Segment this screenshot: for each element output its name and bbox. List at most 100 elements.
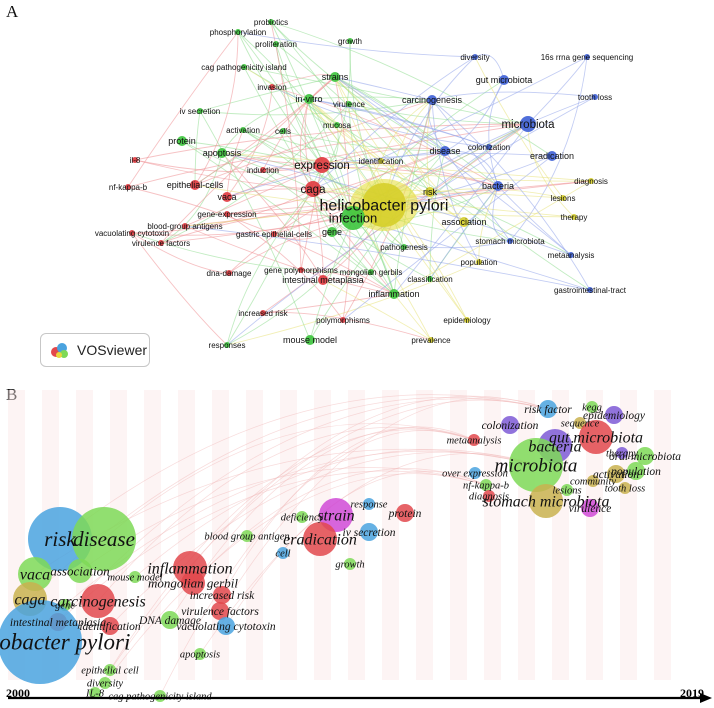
label-vacuolating-cytotoxin: vacuolating cytotoxin bbox=[95, 229, 169, 238]
node-growth bbox=[347, 38, 353, 44]
label-epithelial-cell: epithelial cell bbox=[81, 665, 139, 676]
network-edge bbox=[237, 31, 323, 166]
network-edge bbox=[262, 169, 431, 280]
node-oral-microbiota bbox=[636, 447, 654, 465]
label-dna-damage: dna-damage bbox=[207, 269, 252, 278]
node-16s-rrna-gene-sequencing bbox=[584, 54, 590, 60]
label-caga: caga bbox=[14, 591, 45, 608]
timeline-link bbox=[57, 470, 487, 623]
node-stomach-microbiota bbox=[507, 238, 513, 244]
node-lesions bbox=[560, 195, 566, 201]
network-edge bbox=[270, 21, 302, 271]
node-diagnosis bbox=[588, 178, 594, 184]
label-virulence: virulence bbox=[569, 503, 612, 515]
node-sequence bbox=[574, 417, 586, 429]
panel-a-label: A bbox=[6, 2, 19, 21]
timeline-link bbox=[104, 473, 487, 684]
node-inflammation bbox=[389, 289, 399, 299]
network-edge bbox=[127, 123, 529, 188]
node-gene-polymorphisms bbox=[298, 267, 304, 273]
network-edge bbox=[226, 188, 314, 346]
node-gastric-epithelial-cells bbox=[271, 231, 277, 237]
label-sequence: sequence bbox=[561, 418, 600, 429]
node-virulence-factors bbox=[211, 602, 229, 620]
timeline-link bbox=[134, 449, 537, 578]
network-edge bbox=[429, 185, 499, 280]
label-invasion: invasion bbox=[257, 83, 286, 92]
node-mouse-model bbox=[129, 571, 141, 583]
label-association: association bbox=[50, 563, 109, 578]
network-edge bbox=[131, 232, 230, 274]
network-edge bbox=[334, 76, 446, 152]
node-virulence bbox=[346, 101, 352, 107]
timeline-link bbox=[221, 426, 475, 596]
year-band bbox=[620, 390, 637, 680]
node-carcinogenesis bbox=[81, 584, 115, 618]
node-tooth-loss bbox=[592, 94, 598, 100]
network-edge bbox=[309, 217, 354, 341]
node-eradication bbox=[303, 522, 337, 556]
network-edge bbox=[312, 56, 588, 190]
network-edge bbox=[273, 231, 333, 240]
vosviewer-badge: VOSviewer bbox=[40, 333, 150, 367]
network-edge bbox=[308, 98, 490, 148]
network-edge bbox=[262, 312, 432, 341]
network-edge bbox=[300, 164, 323, 271]
label-inflammation: inflammation bbox=[147, 560, 232, 577]
network-edge bbox=[194, 99, 433, 186]
node-carcinogenesis bbox=[427, 95, 437, 105]
label-blood-group-antigen: blood group antigen bbox=[204, 531, 289, 542]
node-stomach-microbiota bbox=[529, 484, 563, 518]
network-edge bbox=[431, 91, 596, 101]
network-edge bbox=[275, 43, 431, 193]
node-probiotics bbox=[268, 19, 274, 25]
label-mouse-model: mouse model bbox=[283, 335, 337, 345]
network-edge bbox=[370, 123, 529, 273]
label-risk: risk bbox=[44, 527, 76, 551]
label-classification: classification bbox=[407, 275, 452, 284]
timeline-link bbox=[219, 397, 549, 612]
node-over-expression bbox=[469, 467, 481, 479]
node-cell bbox=[277, 547, 289, 559]
network-edge bbox=[242, 129, 354, 219]
network-edge bbox=[331, 231, 511, 249]
node-disease bbox=[440, 146, 450, 156]
label-probiotics: probiotics bbox=[254, 18, 288, 27]
node-disease bbox=[72, 507, 136, 571]
year-band bbox=[178, 390, 195, 680]
node-iv-secretion bbox=[197, 108, 203, 114]
network-edge bbox=[199, 110, 311, 341]
node-identification bbox=[378, 158, 384, 164]
network-edge bbox=[221, 98, 310, 154]
year-band bbox=[586, 390, 603, 680]
year-band bbox=[382, 390, 399, 680]
node-blood-group-antigens bbox=[182, 223, 188, 229]
node-population bbox=[476, 259, 482, 265]
network-edge bbox=[226, 150, 446, 215]
network-edge bbox=[334, 76, 572, 256]
label-stomach-microbiota: stomach microbiota bbox=[483, 493, 610, 510]
node-apoptosis bbox=[217, 148, 227, 158]
node-cells bbox=[280, 128, 286, 134]
node-expression bbox=[314, 157, 330, 173]
label-gastrointestinal-tract: gastrointestinal-tract bbox=[554, 286, 627, 295]
network-edge bbox=[444, 150, 511, 242]
node-vacuolating-cytotoxin bbox=[217, 617, 235, 635]
node-infection bbox=[341, 206, 365, 230]
label-cells: cells bbox=[275, 127, 291, 136]
node-risk bbox=[28, 507, 92, 571]
label-phosphorylation: phosphorylation bbox=[210, 28, 266, 37]
node-growth bbox=[344, 558, 356, 570]
vosviewer-logo-icon bbox=[51, 343, 68, 358]
label-vacuolating-cytotoxin: vacuolating cytotoxin bbox=[176, 621, 276, 633]
node-microbiota bbox=[520, 116, 536, 132]
node-lesions bbox=[561, 484, 573, 496]
label-tooth-loss: tooth loss bbox=[605, 483, 646, 494]
node-epidemiology bbox=[605, 406, 623, 424]
label-virulence-factors: virulence factors bbox=[132, 239, 190, 248]
label-response: response bbox=[351, 499, 388, 510]
node-prevalence bbox=[428, 337, 434, 343]
label-colonization: colonization bbox=[468, 143, 510, 152]
label-iv-secretion: iv secretion bbox=[180, 107, 220, 116]
